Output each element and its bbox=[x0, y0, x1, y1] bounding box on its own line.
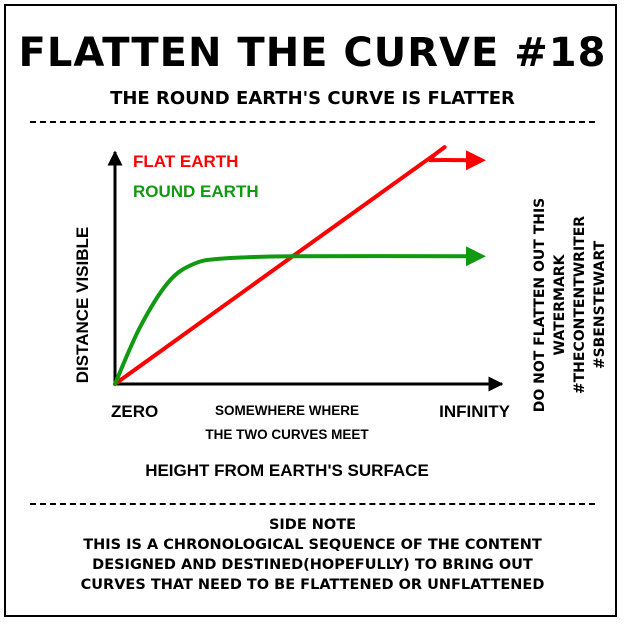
side-note-line: THIS IS A CHRONOLOGICAL SEQUENCE OF THE … bbox=[83, 537, 542, 553]
x-tick-zero: ZERO bbox=[111, 402, 158, 421]
watermark-line1: DO NOT FLATTEN OUT THIS WATERMARK bbox=[532, 197, 568, 413]
side-note-line: CURVES THAT NEED TO BE FLATTENED OR UNFL… bbox=[80, 577, 545, 593]
bottom-divider bbox=[30, 503, 595, 505]
x-axis-label: HEIGHT FROM EARTH'S SURFACE bbox=[145, 461, 429, 480]
side-note: SIDE NOTE THIS IS A CHRONOLOGICAL SEQUEN… bbox=[0, 515, 625, 595]
watermark-line2: #THECONTENTWRITER #SBENSTEWART bbox=[572, 215, 608, 395]
x-tick-middle-line1: SOMEWHERE WHERE bbox=[215, 403, 359, 418]
watermark: DO NOT FLATTEN OUT THIS WATERMARK #THECO… bbox=[530, 155, 610, 455]
page-title: FLATTEN THE CURVE #18 bbox=[18, 30, 607, 76]
side-note-line: DESIGNED AND DESTINED(HOPEFULLY) TO BRIN… bbox=[92, 557, 533, 573]
y-axis-label: DISTANCE VISIBLE bbox=[73, 227, 92, 383]
panel-frame bbox=[4, 4, 617, 617]
top-divider bbox=[30, 121, 595, 123]
side-note-heading: SIDE NOTE bbox=[268, 517, 357, 533]
x-tick-middle-line2: THE TWO CURVES MEET bbox=[205, 427, 369, 442]
series-line-round-earth bbox=[113, 246, 486, 386]
series-line-flat-earth bbox=[113, 145, 486, 386]
legend-item-flat-earth: FLAT EARTH bbox=[133, 152, 238, 171]
x-tick-infinity: INFINITY bbox=[439, 402, 510, 421]
legend-item-round-earth: ROUND EARTH bbox=[133, 182, 259, 201]
page-subtitle: THE ROUND EARTH'S CURVE IS FLATTER bbox=[110, 88, 515, 109]
